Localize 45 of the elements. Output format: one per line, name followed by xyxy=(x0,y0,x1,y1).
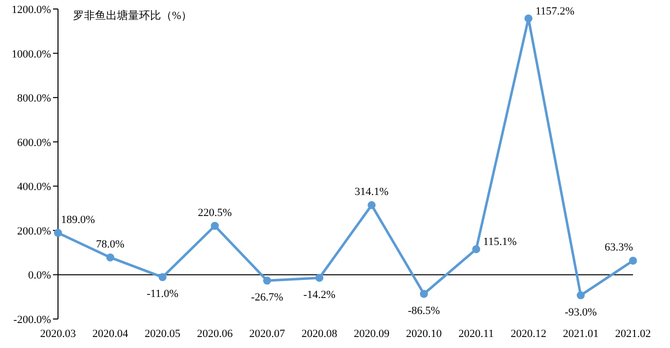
point xyxy=(54,228,62,237)
x-tick-label: 2020.07 xyxy=(249,328,286,340)
data-label: 1157.2% xyxy=(535,5,574,18)
x-tick-label: 2020.05 xyxy=(144,328,181,340)
point xyxy=(210,222,219,230)
data-label: 220.5% xyxy=(198,206,232,219)
x-tick-label: 2020.09 xyxy=(354,328,390,340)
data-label: -11.0% xyxy=(146,288,178,300)
y-tick-label: 0.0% xyxy=(28,270,51,282)
data-label: 189.0% xyxy=(61,214,95,226)
y-tick-label: 1000.0% xyxy=(12,48,51,60)
y-tick-label: -200.0% xyxy=(13,314,51,326)
data-label: 115.1% xyxy=(483,236,517,248)
point xyxy=(524,14,532,22)
point xyxy=(263,276,272,285)
data-label: 63.3% xyxy=(604,242,633,254)
y-tick-label: 800.0% xyxy=(17,92,51,105)
data-label: 314.1% xyxy=(354,186,389,198)
point xyxy=(629,256,637,265)
point xyxy=(106,253,114,262)
data-label: -86.5% xyxy=(408,304,440,317)
point xyxy=(576,291,585,300)
x-tick-label: 2020.12 xyxy=(510,328,546,340)
data-label: -26.7% xyxy=(251,292,284,304)
y-tick-label: 600.0% xyxy=(17,136,51,149)
point xyxy=(158,273,167,282)
x-tick-label: 2020.10 xyxy=(406,328,442,340)
y-tick-label: 1200.0% xyxy=(12,4,51,16)
chart-title: 罗非鱼出塘量环比（%） xyxy=(73,9,192,22)
x-tick-label: 2020.11 xyxy=(458,328,494,340)
point xyxy=(420,290,428,298)
x-tick-label: 2020.03 xyxy=(40,328,76,340)
point xyxy=(315,274,324,282)
x-tick-label: 2020.08 xyxy=(301,328,338,340)
x-tick-label: 2020.04 xyxy=(92,328,129,340)
x-tick-label: 2021.02 xyxy=(615,328,651,340)
x-tick-label: 2020.06 xyxy=(196,328,234,340)
y-tick-label: 200.0% xyxy=(17,225,51,238)
y-tick-label: 400.0% xyxy=(17,181,51,194)
point xyxy=(472,245,480,254)
data-label: -93.0% xyxy=(564,306,597,318)
x-tick-label: 2021.01 xyxy=(562,328,599,340)
data-label: 78.0% xyxy=(96,238,124,250)
point xyxy=(368,201,376,210)
data-label: -14.2% xyxy=(303,288,336,301)
